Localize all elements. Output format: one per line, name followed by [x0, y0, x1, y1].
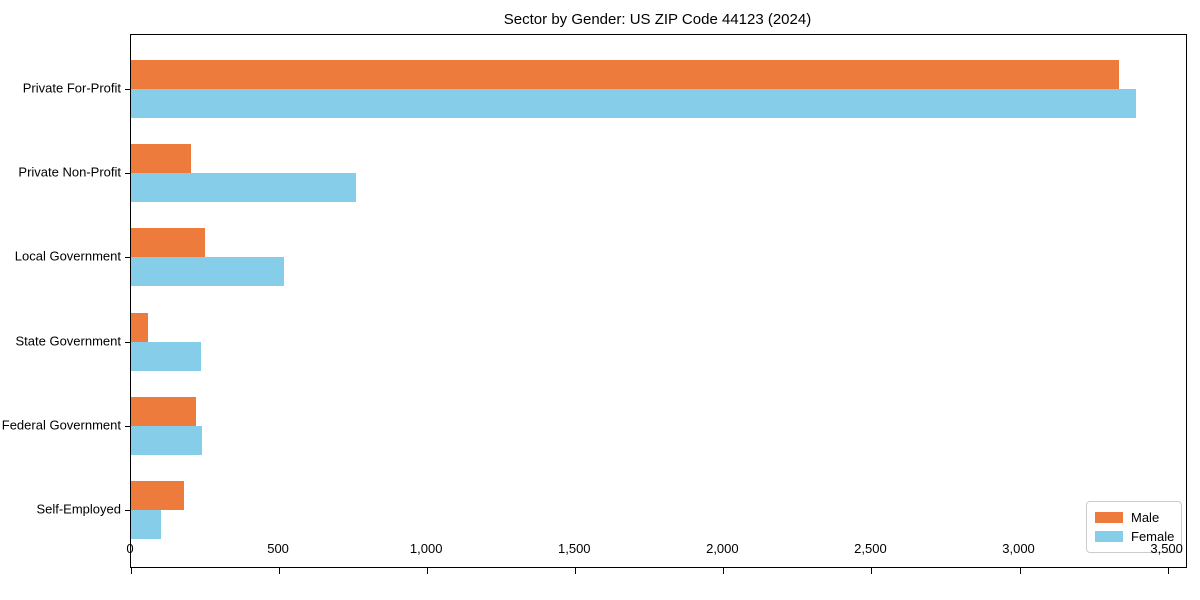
- male-swatch-icon: [1095, 512, 1123, 523]
- legend-label-male: Male: [1131, 510, 1160, 525]
- bar-female-1: [131, 173, 357, 203]
- ytick-label: Private For-Profit: [22, 80, 121, 96]
- ytick-mark: [125, 257, 131, 259]
- bar-female-0: [131, 89, 1137, 118]
- xtick-mark: [871, 568, 873, 574]
- ytick-mark: [125, 510, 131, 511]
- xtick-mark: [427, 568, 429, 574]
- xtick-mark: [723, 568, 725, 574]
- xtick-mark: [575, 568, 577, 574]
- xtick-label: 1,500: [557, 541, 591, 556]
- ytick-label: State Government: [15, 333, 122, 349]
- bar-male-3: [131, 312, 148, 342]
- xtick-label: 500: [267, 541, 289, 556]
- ytick-label: Self-Employed: [36, 501, 121, 517]
- xtick-label: 1,000: [409, 541, 443, 556]
- legend: Male Female: [1086, 501, 1182, 553]
- xtick-mark: [1167, 568, 1169, 574]
- plot-area: Male Female: [125, 34, 1187, 574]
- bar-female-5: [131, 510, 162, 539]
- xtick-label: 3,500: [1150, 541, 1183, 556]
- ytick-mark: [125, 341, 131, 343]
- female-swatch-icon: [1095, 531, 1123, 542]
- y-axis-labels: Private For-Profit Private Non-Profit Loca…: [0, 34, 121, 566]
- bar-female-3: [131, 341, 201, 371]
- xtick-label: 0: [126, 541, 134, 556]
- ytick-mark: [125, 89, 131, 90]
- legend-label-female: Female: [1131, 529, 1175, 544]
- ytick-mark: [125, 173, 131, 175]
- ytick-label: Private Non-Profit: [18, 164, 121, 180]
- legend-entry-male: Male: [1095, 508, 1181, 527]
- bar-male-4: [131, 396, 196, 426]
- bar-male-2: [131, 228, 205, 258]
- xtick-mark: [131, 568, 132, 574]
- xtick-label: 3,000: [1002, 541, 1035, 556]
- ytick-label: Local Government: [14, 248, 121, 264]
- bar-male-0: [131, 60, 1120, 89]
- xtick-mark: [279, 568, 281, 574]
- ytick-mark: [125, 425, 131, 427]
- ytick-label: Federal Government: [1, 417, 121, 433]
- bar-male-1: [131, 144, 192, 174]
- bar-male-5: [131, 481, 185, 510]
- chart-title: Sector by Gender: US ZIP Code 44123 (202…: [503, 11, 812, 28]
- legend-entry-female: Female: [1095, 527, 1181, 546]
- xtick-label: 2,500: [854, 541, 887, 556]
- xtick-mark: [1019, 568, 1021, 574]
- bar-female-4: [131, 425, 203, 455]
- bar-female-2: [131, 257, 284, 287]
- xtick-label: 2,000: [706, 541, 739, 556]
